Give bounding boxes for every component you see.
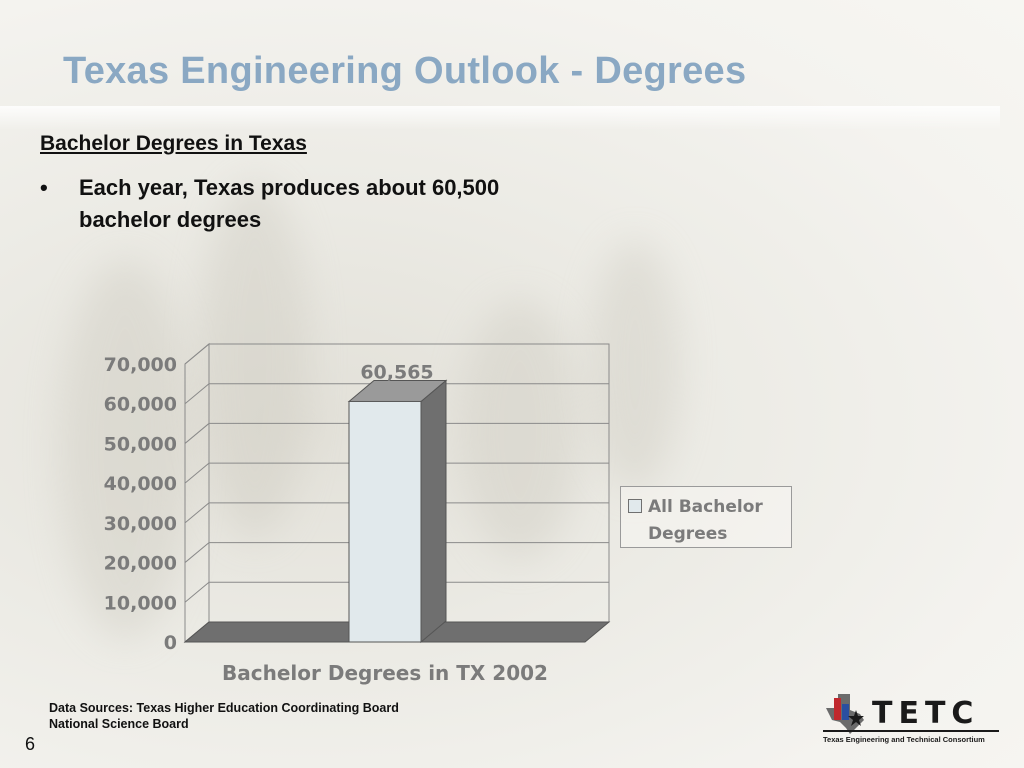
chart-legend: All Bachelor Degrees — [620, 486, 792, 548]
bullet-marker: • — [40, 175, 48, 200]
source-line: Data Sources: Texas Higher Education Coo… — [49, 701, 399, 715]
gridline — [184, 383, 609, 405]
logo-tagline: Texas Engineering and Technical Consorti… — [823, 735, 985, 744]
background-figure — [590, 240, 680, 490]
legend-label: All Bachelor Degrees — [648, 497, 763, 544]
y-tick-label: 30,000 — [104, 513, 177, 535]
tetc-logo: TETC Texas Engineering and Technical Con… — [820, 690, 1000, 750]
logo-rule — [823, 730, 999, 732]
gridline — [184, 462, 609, 484]
gridline — [184, 542, 609, 563]
bar-side — [420, 379, 447, 644]
gridline — [184, 502, 609, 524]
plot-side-wall — [184, 342, 210, 644]
gridline — [184, 581, 609, 603]
title-divider — [0, 106, 1000, 130]
y-tick-label: 0 — [164, 632, 177, 654]
bar — [348, 400, 422, 643]
logo-wordmark: TETC — [872, 696, 980, 731]
page-number: 6 — [25, 734, 36, 754]
y-tick-label: 60,000 — [104, 394, 177, 416]
bar-data-label: 60,565 — [360, 361, 433, 383]
y-tick-label: 50,000 — [104, 433, 177, 455]
texas-star-icon — [826, 694, 864, 734]
page-title: Texas Engineering Outlook - Degrees — [63, 50, 747, 92]
gridline — [184, 343, 609, 365]
y-tick-label: 10,000 — [104, 592, 177, 614]
background-figure — [460, 300, 580, 560]
bullet-text: Each year, Texas produces about 60,500 b… — [79, 175, 500, 232]
source-line: National Science Board — [49, 717, 189, 731]
background-figure — [60, 260, 190, 640]
gridline — [184, 422, 609, 444]
data-sources: Data Sources: Texas Higher Education Coo… — [49, 700, 399, 732]
legend-swatch — [628, 499, 642, 513]
background-figure — [200, 180, 310, 540]
y-tick-label: 70,000 — [104, 354, 177, 376]
y-tick-label: 20,000 — [104, 553, 177, 575]
x-axis-label: Bachelor Degrees in TX 2002 — [222, 661, 548, 685]
y-tick-label: 40,000 — [104, 473, 177, 495]
section-heading: Bachelor Degrees in Texas — [40, 132, 307, 155]
